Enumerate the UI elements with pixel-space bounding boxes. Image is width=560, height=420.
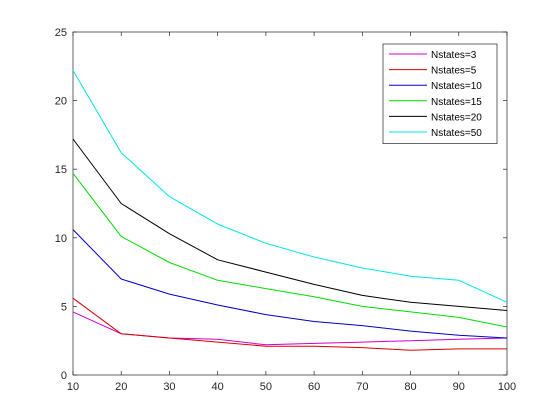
series-line-2: [72, 229, 508, 339]
x-tick-label: 50: [260, 381, 272, 393]
axes: 10 20 30 40 50 60 70 80 90 100 0 5 10 15 20 25: [55, 27, 516, 393]
series-line-5: [72, 70, 508, 303]
x-tick-label: 70: [356, 381, 368, 393]
y-tick-label: 10: [55, 233, 67, 245]
series-line-3: [72, 172, 508, 328]
x-tick-label: 80: [404, 381, 416, 393]
y-tick-label: 5: [61, 301, 67, 313]
series-lines: [72, 70, 508, 351]
legend-label: Nstates=10: [431, 81, 482, 92]
x-tick-label: 10: [67, 381, 79, 393]
x-tick-label: 20: [115, 381, 127, 393]
legend-label: Nstates=15: [431, 97, 482, 108]
y-tick-label: 15: [55, 164, 67, 176]
y-tick-label: 25: [55, 27, 67, 39]
y-tick-label: 20: [55, 96, 67, 108]
legend-box: [382, 43, 498, 144]
plot-frame: [72, 31, 508, 376]
legend-label: Nstates=3: [431, 50, 477, 61]
x-tick-label: 40: [212, 381, 224, 393]
series-line-4: [72, 138, 508, 311]
legend-label: Nstates=50: [431, 128, 482, 139]
legend-label: Nstates=20: [431, 112, 482, 123]
legend: Nstates=3 Nstates=5 Nstates=10 Nstates=15 Ns…: [382, 43, 498, 144]
x-tick-label: 30: [163, 381, 175, 393]
x-tick-label: 60: [308, 381, 320, 393]
y-tick-label: 0: [61, 370, 67, 382]
series-line-1: [72, 297, 507, 351]
x-tick-label: 100: [498, 381, 516, 393]
x-tick-label: 90: [453, 381, 465, 393]
legend-label: Nstates=5: [431, 66, 477, 77]
series-line-0: [72, 311, 508, 346]
